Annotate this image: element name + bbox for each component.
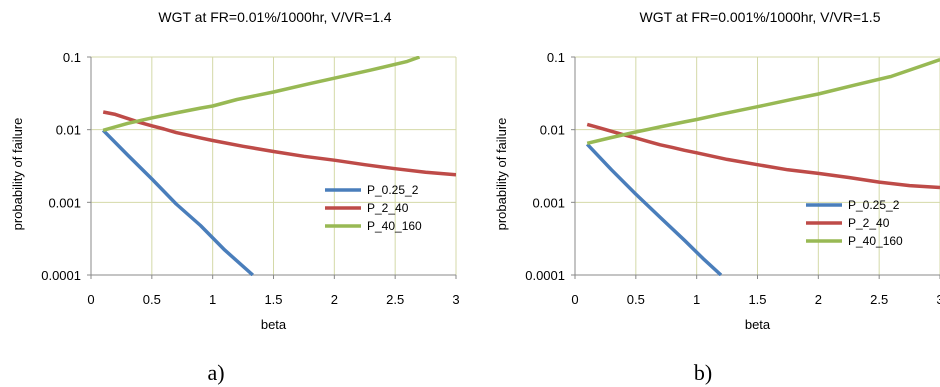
x-axis-label: beta <box>745 317 771 332</box>
legend: P_0.25_2 P_2_40 P_40_160 <box>325 183 422 233</box>
y-tick-label: 0.1 <box>547 50 565 65</box>
series-line-p-2-40 <box>102 110 456 177</box>
x-tick-label: 1 <box>693 292 700 307</box>
y-tick-label: 0.001 <box>48 195 81 210</box>
y-tick-label: 0.01 <box>56 123 81 138</box>
x-tick-label: 3 <box>936 292 940 307</box>
series-line-p-40-160 <box>586 57 940 146</box>
chart-a: 0 0.5 1 1.5 2 2.5 3 0.0001 0.001 0.01 0.1 WGT at FR… <box>10 9 460 385</box>
x-tick-label: 0 <box>87 292 94 307</box>
x-tick-label: 1.5 <box>748 292 766 307</box>
legend: P_0.25_2 P_2_40 P_40_160 <box>806 198 903 248</box>
series-group <box>585 57 940 276</box>
chart-b: 0 0.5 1 1.5 2 2.5 3 0.0001 0.001 0.01 0.1 WGT at FR… <box>494 9 940 385</box>
chart-title: WGT at FR=0.001%/1000hr, V/VR=1.5 <box>640 9 881 25</box>
y-axis-label: probability of failure <box>10 118 25 231</box>
series-line-p-40-160 <box>102 56 421 132</box>
legend-label: P_2_40 <box>367 201 409 215</box>
series-line-p-0-25-2 <box>585 142 723 276</box>
y-tick-label: 0.01 <box>540 123 565 138</box>
x-tick-label: 3 <box>452 292 459 307</box>
chart-title: WGT at FR=0.01%/1000hr, V/VR=1.4 <box>158 9 391 25</box>
x-tick-label: 2 <box>331 292 338 307</box>
legend-label: P_0.25_2 <box>848 198 900 212</box>
x-tick-label: 1 <box>209 292 216 307</box>
figure-sublabel: b) <box>694 360 712 385</box>
y-tick-label: 0.0001 <box>41 268 81 283</box>
x-axis-label: beta <box>261 317 287 332</box>
y-tick-label: 0.001 <box>532 195 565 210</box>
legend-label: P_2_40 <box>848 216 890 230</box>
x-tick-label: 0.5 <box>143 292 161 307</box>
x-tick-label: 2.5 <box>870 292 888 307</box>
gridlines <box>91 56 457 276</box>
x-tick-label: 1.5 <box>264 292 282 307</box>
x-tick-label: 0 <box>571 292 578 307</box>
figure-sublabel: a) <box>207 360 224 385</box>
y-axis-label: probability of failure <box>494 118 509 231</box>
series-line-p-0-25-2 <box>101 129 254 276</box>
x-tick-label: 2 <box>815 292 822 307</box>
y-tick-label: 0.1 <box>63 50 81 65</box>
series-group <box>101 56 456 276</box>
series-line-p-2-40 <box>586 122 940 190</box>
x-tick-label: 0.5 <box>627 292 645 307</box>
x-tick-label: 2.5 <box>386 292 404 307</box>
legend-label: P_0.25_2 <box>367 183 419 197</box>
legend-label: P_40_160 <box>367 219 422 233</box>
legend-label: P_40_160 <box>848 234 903 248</box>
y-tick-label: 0.0001 <box>525 268 565 283</box>
